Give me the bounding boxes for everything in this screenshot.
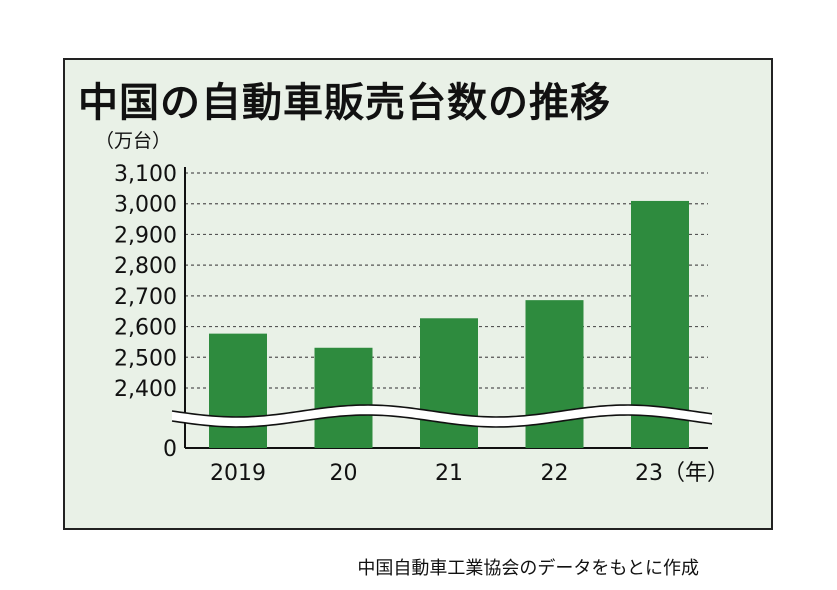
source-note: 中国自動車工業協会のデータをもとに作成 xyxy=(357,558,699,579)
bar xyxy=(314,347,373,448)
y-tick-label: 2,400 xyxy=(114,377,177,402)
x-category-label: 21 xyxy=(435,461,463,486)
y-tick-label: 2,700 xyxy=(114,285,177,310)
x-category-label: 23（年） xyxy=(635,461,729,486)
axis-break-line xyxy=(171,404,713,418)
y-tick-label: 3,100 xyxy=(114,162,177,187)
x-category-label: 22 xyxy=(541,461,569,486)
y-tick-label: 3,000 xyxy=(114,193,177,218)
y-tick-label: 2,500 xyxy=(114,346,177,371)
chart-title: 中国の自動車販売台数の推移 xyxy=(78,80,611,126)
y-tick-label: 0 xyxy=(163,437,177,462)
x-category-label: 2019 xyxy=(210,461,266,486)
bar xyxy=(525,300,584,448)
y-tick-label: 2,900 xyxy=(114,223,177,248)
bar xyxy=(209,333,267,448)
y-axis-unit-label: （万台） xyxy=(95,130,172,152)
bar xyxy=(420,318,478,448)
x-category-label: 20 xyxy=(330,461,358,486)
y-tick-label: 2,600 xyxy=(114,316,177,341)
axis-break-line xyxy=(171,414,713,428)
y-tick-label: 2,800 xyxy=(114,254,177,279)
